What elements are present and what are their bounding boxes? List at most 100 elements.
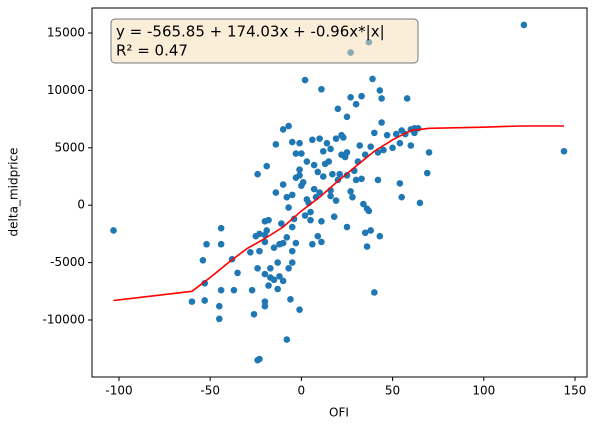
scatter-point [347,188,354,195]
scatter-point [307,216,314,224]
scatter-point [318,217,325,225]
x-tick-label: 50 [385,384,400,398]
scatter-point [217,224,225,232]
scatter-point [327,145,334,153]
scatter-point [314,232,322,240]
y-tick-label: 15000 [47,26,85,40]
scatter-point [217,240,225,248]
scatter-point [327,192,334,200]
scatter-point [279,239,287,247]
scatter-point [292,150,300,157]
plot-area [92,8,587,377]
scatter-point [274,259,281,266]
scatter-point [329,170,336,178]
scatter-point [247,248,254,256]
scatter-point [276,273,283,280]
scatter-point [318,238,325,246]
scatter-point [309,136,316,144]
scatter-point [292,239,300,247]
scatter-point [310,161,318,169]
x-axis-label: OFI [329,406,349,420]
scatter-point [288,259,296,266]
scatter-point [336,170,343,178]
scatter-point [288,138,296,146]
annotation-text: y = -565.85 + 174.03x + -0.96x*|x| [116,23,385,41]
scatter-point [367,227,374,234]
scatter-point [520,21,528,29]
x-tick-label: 0 [298,384,306,398]
scatter-point [270,244,278,251]
y-tick-label: 0 [77,198,85,212]
scatter-point [343,223,351,231]
scatter-point [334,105,342,113]
scatter-point [254,265,261,272]
scatter-point [296,139,303,147]
scatter-point [378,95,385,102]
scatter-point [301,212,309,219]
scatter-point [316,135,323,142]
scatter-point [307,208,314,216]
scatter-point [283,336,291,343]
scatter-point [560,147,568,155]
scatter-point [349,193,356,201]
scatter-point [332,197,340,204]
scatter-point [250,310,258,318]
scatter-point [343,149,351,156]
scatter-point [371,289,378,296]
scatter-point [369,75,376,83]
scatter-point [343,172,351,179]
y-tick-label: -10000 [42,313,85,327]
scatter-point [256,247,263,255]
scatter-point [230,286,238,294]
scatter-point [365,207,373,215]
scatter-point [303,158,311,165]
scatter-point [398,193,405,201]
scatter-point [383,131,391,139]
scatter-point [265,216,272,224]
scatter-point [216,315,223,323]
scatter-point [296,306,303,313]
scatter-point [110,227,117,234]
scatter-point [376,87,384,94]
y-tick-label: 5000 [54,140,85,154]
scatter-point [296,166,303,173]
annotation-box [110,18,419,64]
y-axis-label: delta_midprice [7,148,21,237]
annotation-text: R² = 0.47 [116,42,188,60]
scatter-point [376,232,384,240]
scatter-point [398,127,405,134]
scatter-point [396,139,404,147]
scatter-point [188,298,196,305]
scatter-point [367,143,374,150]
scatter-point [338,131,345,139]
scatter-point [261,270,269,278]
scatter-point [374,176,382,184]
scatter-point [314,168,322,176]
scatter-point [296,172,303,179]
scatter-point [261,298,269,305]
axes-frame [91,7,588,378]
x-tick-label: -50 [200,384,220,398]
scatter-point [254,170,261,178]
scatter-point [319,147,327,155]
x-tick-label: 150 [564,384,587,398]
scatter-point [298,182,305,189]
scatter-point [274,285,281,293]
scatter-point [298,150,305,157]
scatter-point [285,122,292,130]
scatter-point [318,85,325,93]
scatter-point [199,257,207,264]
scatter-point [310,185,318,193]
scatter-point [263,162,271,170]
x-tick-label: 100 [472,384,495,398]
scatter-point [279,126,287,133]
scatter-point [272,189,280,196]
scatter-point [332,135,340,142]
y-tick-label: 10000 [47,83,85,97]
scatter-point [396,180,404,187]
scatter-point [352,100,360,108]
scatter-point [201,297,209,304]
scatter-point [283,193,291,201]
scatter-point [325,158,333,165]
